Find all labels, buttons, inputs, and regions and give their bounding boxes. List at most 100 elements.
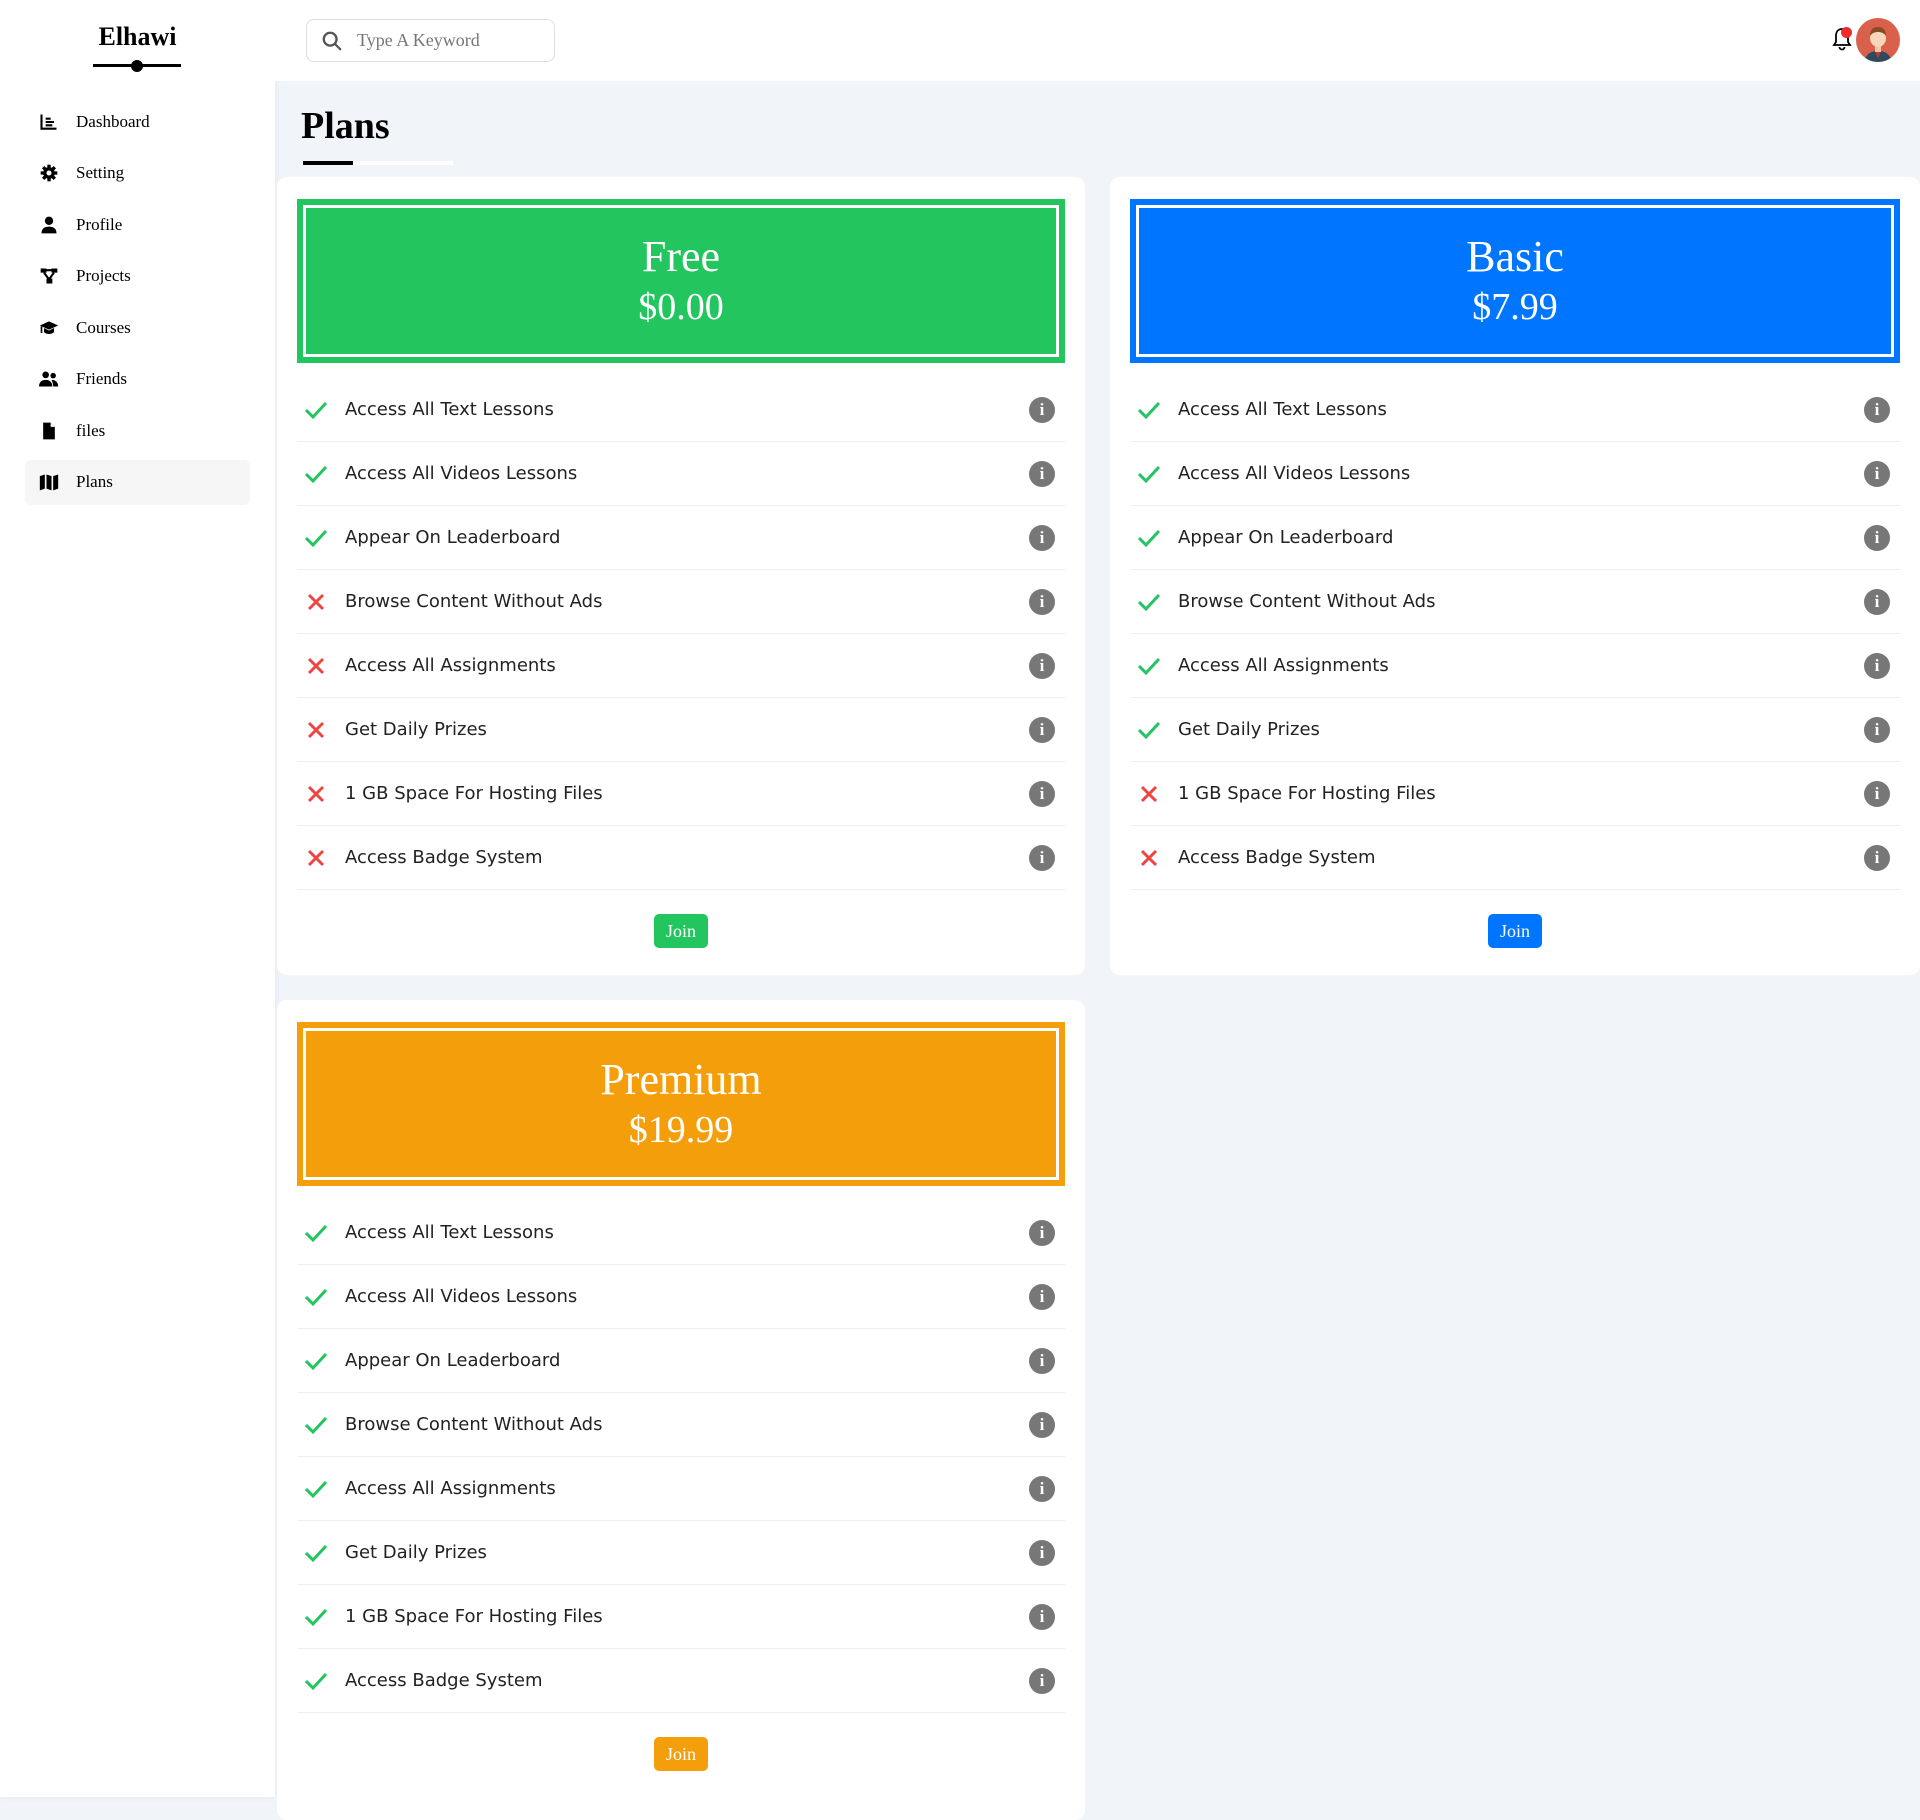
sidebar: Elhawi Dashboard Setting Profile Projects Co… [0,0,275,1797]
user-icon [41,216,57,233]
cross-icon [307,849,325,866]
feature-row: Browse Content Without Ads i [297,1393,1065,1457]
feature-row: Appear On Leaderboard i [297,506,1065,570]
feature-label: Access All Assignments [1178,655,1389,676]
join-button[interactable]: Join [653,914,708,948]
plan-header: Premium $19.99 [297,1022,1065,1186]
search-input[interactable] [357,30,537,51]
check-icon [1137,401,1161,419]
sidebar-item-label: Profile [76,214,123,234]
feature-list: Access All Text Lessons i Access All Video… [297,1201,1065,1713]
check-icon [1137,657,1161,675]
cross-icon [307,657,325,674]
info-icon[interactable]: i [1864,460,1890,487]
feature-row: Get Daily Prizes i [1130,698,1900,762]
header [275,0,1920,81]
feature-label: Access All Videos Lessons [345,463,578,484]
info-icon[interactable]: i [1029,1283,1055,1310]
join-button[interactable]: Join [1487,914,1542,948]
sidebar-item-files[interactable]: files [25,408,250,453]
feature-label: Access All Assignments [345,655,556,676]
plan-header: Basic $7.99 [1130,199,1900,363]
check-icon [304,401,328,419]
sidebar-item-setting[interactable]: Setting [25,151,250,196]
logo: Elhawi [98,22,177,51]
info-icon[interactable]: i [1029,588,1055,615]
sidebar-item-dashboard[interactable]: Dashboard [25,99,250,144]
check-icon [304,1224,328,1242]
feature-row: Browse Content Without Ads i [297,570,1065,634]
info-icon[interactable]: i [1029,1539,1055,1566]
check-icon [304,1672,328,1690]
sidebar-item-plans[interactable]: Plans [25,459,250,505]
info-icon[interactable]: i [1029,1411,1055,1438]
info-icon[interactable]: i [1029,1219,1055,1246]
feature-label: Get Daily Prizes [1178,719,1320,740]
info-icon[interactable]: i [1864,396,1890,423]
feature-label: Access Badge System [345,847,543,868]
search-box[interactable] [306,19,555,62]
info-icon[interactable]: i [1864,844,1890,871]
check-icon [304,529,328,547]
info-icon[interactable]: i [1029,652,1055,679]
info-icon[interactable]: i [1029,1475,1055,1502]
feature-row: 1 GB Space For Hosting Files i [297,1585,1065,1649]
plan-card-free: Free $0.00 Access All Text Lessons i Access … [277,177,1085,975]
check-icon [304,1288,328,1306]
feature-row: Access Badge System i [297,826,1065,890]
info-icon[interactable]: i [1029,1347,1055,1374]
sidebar-item-courses[interactable]: Courses [25,305,250,350]
sidebar-item-projects[interactable]: Projects [25,254,250,299]
feature-row: Access All Assignments i [297,1457,1065,1521]
feature-row: Access All Text Lessons i [297,378,1065,442]
info-icon[interactable]: i [1029,460,1055,487]
feature-label: Appear On Leaderboard [345,527,561,548]
cross-icon [1140,785,1158,802]
feature-row: Access All Text Lessons i [1130,378,1900,442]
feature-label: Appear On Leaderboard [1178,527,1394,548]
sidebar-item-label: Dashboard [76,111,150,131]
avatar[interactable] [1856,18,1900,62]
feature-label: Get Daily Prizes [345,1542,487,1563]
file-icon [43,422,55,439]
info-icon[interactable]: i [1864,716,1890,743]
gear-icon [40,164,58,182]
cross-icon [307,785,325,802]
sidebar-item-profile[interactable]: Profile [25,202,250,247]
search-icon [322,31,342,50]
feature-row: Access All Videos Lessons i [297,442,1065,506]
feature-label: Access Badge System [1178,847,1376,868]
feature-row: Appear On Leaderboard i [297,1329,1065,1393]
feature-label: Access Badge System [345,1670,543,1691]
logo-dot [131,60,143,72]
cross-icon [307,721,325,738]
sidebar-item-friends[interactable]: Friends [25,357,250,402]
info-icon[interactable]: i [1029,396,1055,423]
info-icon[interactable]: i [1029,1667,1055,1694]
sidebar-item-label: Setting [76,163,125,182]
info-icon[interactable]: i [1864,524,1890,551]
check-icon [304,465,328,483]
join-button[interactable]: Join [653,1737,708,1771]
plan-name: Premium [600,1055,762,1104]
sidebar-item-label: Friends [76,369,127,388]
info-icon[interactable]: i [1029,1603,1055,1630]
feature-row: Access Badge System i [297,1649,1065,1713]
info-icon[interactable]: i [1029,524,1055,551]
feature-row: Access All Assignments i [297,634,1065,698]
feature-label: Access All Videos Lessons [1178,463,1411,484]
map-icon [39,474,59,491]
info-icon[interactable]: i [1029,780,1055,807]
check-icon [304,1608,328,1626]
info-icon[interactable]: i [1864,588,1890,615]
info-icon[interactable]: i [1864,652,1890,679]
cross-icon [307,593,325,610]
check-icon [1137,465,1161,483]
check-icon [1137,721,1161,739]
info-icon[interactable]: i [1029,844,1055,871]
info-icon[interactable]: i [1029,716,1055,743]
cross-icon [1140,849,1158,866]
feature-label: Access All Text Lessons [345,399,554,420]
plan-name: Free [641,232,721,281]
info-icon[interactable]: i [1864,780,1890,807]
